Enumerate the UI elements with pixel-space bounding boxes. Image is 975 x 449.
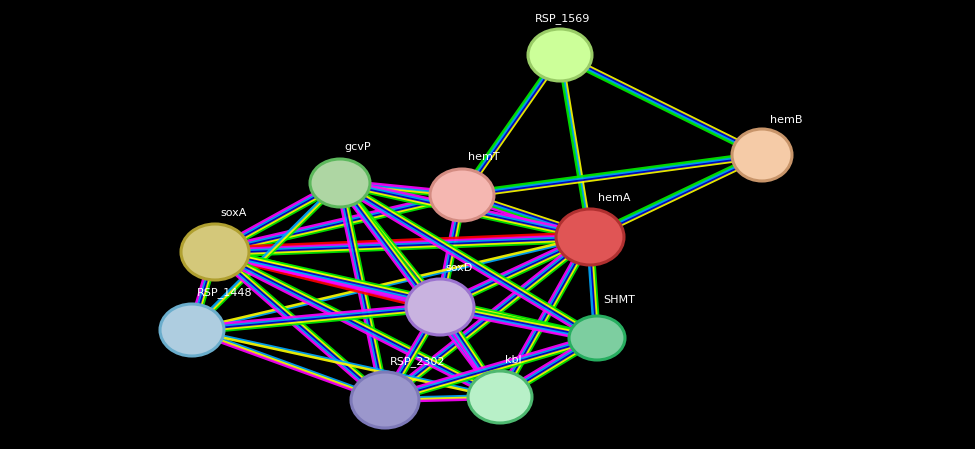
Text: kbl: kbl bbox=[505, 355, 522, 365]
Text: hemB: hemB bbox=[770, 115, 802, 125]
Ellipse shape bbox=[406, 279, 474, 335]
Text: hemT: hemT bbox=[468, 152, 499, 162]
Text: RSP_1569: RSP_1569 bbox=[535, 13, 591, 24]
Ellipse shape bbox=[556, 209, 624, 265]
Ellipse shape bbox=[160, 304, 224, 356]
Text: gcvP: gcvP bbox=[344, 142, 370, 152]
Text: RSP_1448: RSP_1448 bbox=[197, 287, 253, 298]
Text: hemA: hemA bbox=[598, 193, 631, 203]
Ellipse shape bbox=[732, 129, 792, 181]
Ellipse shape bbox=[569, 316, 625, 360]
Ellipse shape bbox=[351, 372, 419, 428]
Text: soxA: soxA bbox=[220, 208, 247, 218]
Ellipse shape bbox=[528, 29, 592, 81]
Text: RSP_2302: RSP_2302 bbox=[390, 356, 446, 367]
Ellipse shape bbox=[310, 159, 370, 207]
Ellipse shape bbox=[430, 169, 494, 221]
Text: SHMT: SHMT bbox=[603, 295, 635, 305]
Ellipse shape bbox=[468, 371, 532, 423]
Ellipse shape bbox=[181, 224, 249, 280]
Text: soxD: soxD bbox=[445, 263, 472, 273]
